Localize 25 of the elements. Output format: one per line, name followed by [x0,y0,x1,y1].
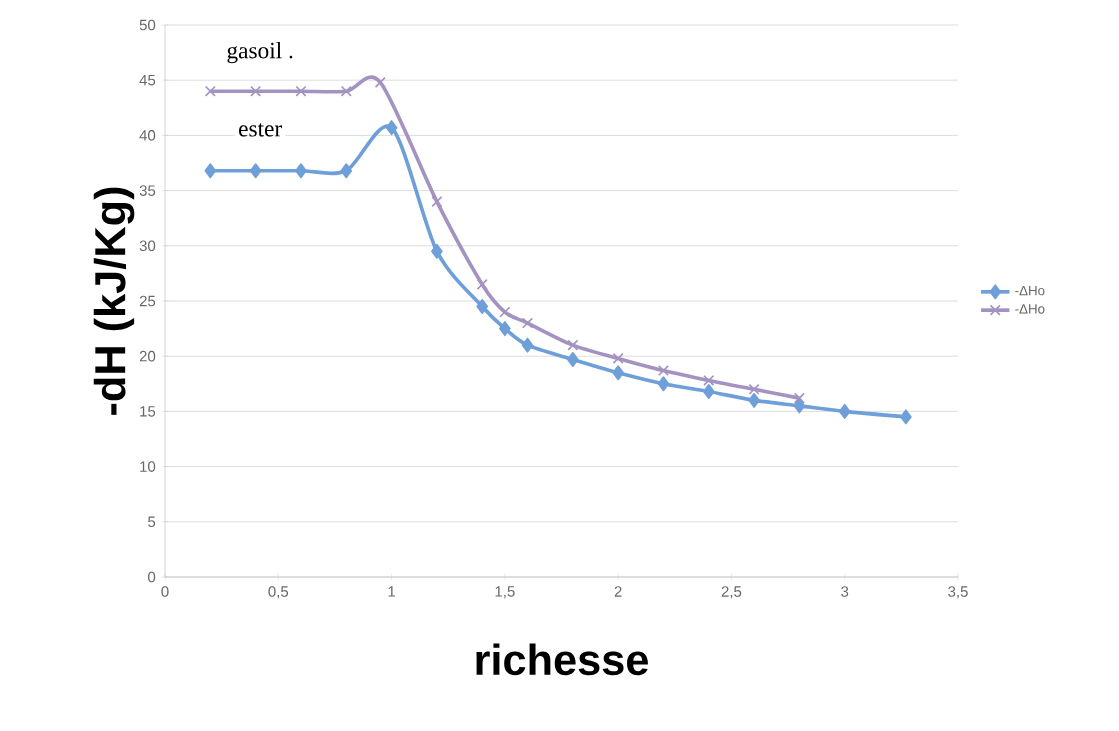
y-tick-label: 50 [139,19,156,31]
x-tick-label: 2 [614,586,622,597]
x-tick-label: 3 [841,586,849,597]
legend-label: -ΔHo [1015,285,1045,296]
y-tick-label: 15 [140,406,156,417]
x-tick-label: 2,5 [721,586,742,599]
x-tick-label: 1,5 [495,586,515,599]
y-tick-label: 40 [139,130,156,141]
y-tick-label: 35 [139,185,156,196]
x-tick-label: 1 [388,586,396,597]
y-tick-label: 30 [139,240,156,252]
annotation: ester [239,123,282,137]
x-tick-label: 0,5 [268,586,289,599]
y-tick-label: 20 [139,350,156,362]
y-tick-label: 10 [140,461,156,472]
x-tick-label: 0 [161,586,169,597]
x-tick-label: 3,5 [948,586,968,599]
y-tick-label: 25 [139,295,156,307]
legend-label: -ΔHo [1015,304,1045,314]
annotation: gasoil . [227,41,293,64]
y-tick-label: 5 [148,516,156,528]
y-tick-label: 45 [139,74,156,86]
y-tick-label: 0 [148,571,156,583]
x-axis-title: richesse [476,643,648,676]
y-axis-title: -dH (kJ/Kg) [93,187,135,415]
